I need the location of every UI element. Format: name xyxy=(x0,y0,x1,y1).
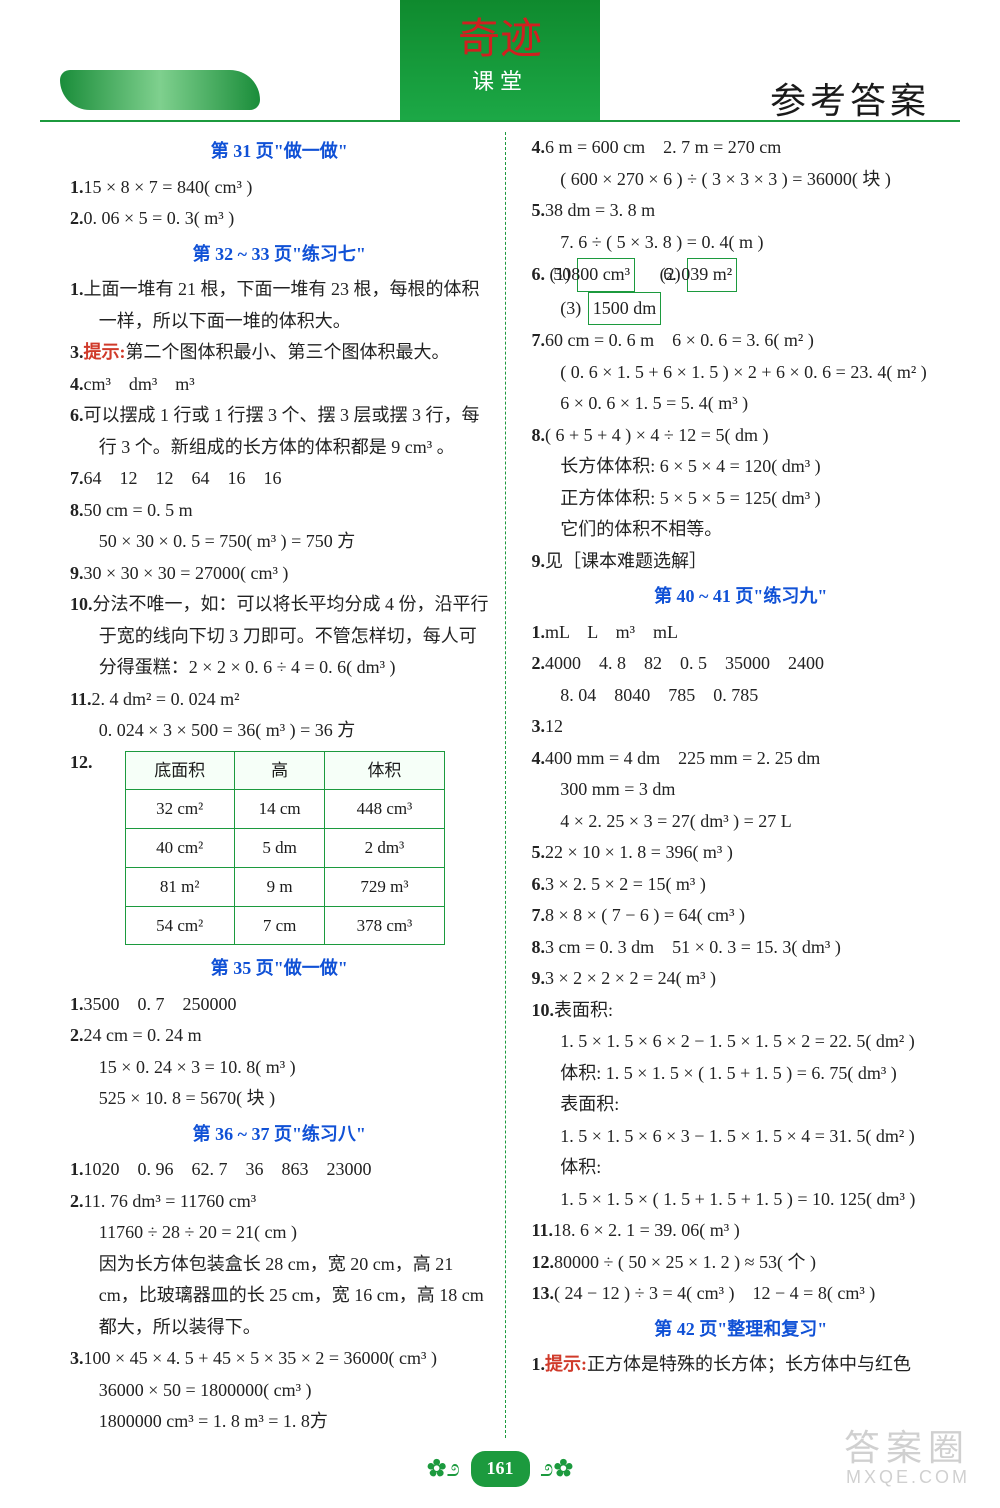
answer-line: 8.50 cm = 0. 5 m xyxy=(70,495,489,527)
answer-line: 表面积: xyxy=(531,1089,950,1121)
page-header: 奇迹 课堂 参考答案 xyxy=(0,0,1000,120)
answer-line: 5.38 dm = 3. 8 m xyxy=(531,195,950,227)
answer-line: 9.30 × 30 × 30 = 27000( cm³ ) xyxy=(70,558,489,590)
boxed-value: 1500 dm xyxy=(588,292,662,326)
answer-line: 1.3500 0. 7 250000 xyxy=(70,989,489,1021)
answer-line: 9.3 × 2 × 2 × 2 = 24( m³ ) xyxy=(531,963,950,995)
answer-line: 7.64 12 12 64 16 16 xyxy=(70,463,489,495)
answer-line: 4.cm³ dm³ m³ xyxy=(70,369,489,401)
answer-line: 7.8 × 8 × ( 7 − 6 ) = 64( cm³ ) xyxy=(531,900,950,932)
answer-line: 11.18. 6 × 2. 1 = 39. 06( m³ ) xyxy=(531,1215,950,1247)
ornament-icon: ✿೨ xyxy=(427,1448,460,1490)
answer-line: 9.见［课本难题选解］ xyxy=(531,546,950,578)
answer-line-boxed: (3) 1500 dm xyxy=(531,292,950,326)
section-title: 第 36 ~ 37 页"练习八" xyxy=(70,1119,489,1151)
watermark-main: 答案圈 xyxy=(844,1427,970,1468)
answer-line: 7.60 cm = 0. 6 m 6 × 0. 6 = 3. 6( m² ) xyxy=(531,325,950,357)
answer-line: 3.100 × 45 × 4. 5 + 45 × 5 × 35 × 2 = 36… xyxy=(70,1343,489,1375)
section-title: 第 31 页"做一做" xyxy=(70,136,489,168)
content-columns: 第 31 页"做一做" 1.15 × 8 × 7 = 840( cm³ ) 2.… xyxy=(0,128,1000,1438)
left-column: 第 31 页"做一做" 1.15 × 8 × 7 = 840( cm³ ) 2.… xyxy=(70,132,499,1438)
answer-line: 4 × 2. 25 × 3 = 27( dm³ ) = 27 L xyxy=(531,806,950,838)
watermark-sub: MXQE.COM xyxy=(844,1468,970,1488)
boxed-value: 6. 039 m² xyxy=(687,258,737,292)
answer-line: 体积: xyxy=(531,1152,950,1184)
answer-line: 13.( 24 − 12 ) ÷ 3 = 4( cm³ ) 12 − 4 = 8… xyxy=(531,1278,950,1310)
answer-line: 3.提示:第二个图体积最小、第三个图体积最大。 xyxy=(70,337,489,369)
answer-line: 11.2. 4 dm² = 0. 024 m² xyxy=(70,684,489,716)
answer-line: 因为长方体包装盒长 28 cm，宽 20 cm，高 21 cm，比玻璃器皿的长 … xyxy=(70,1249,489,1344)
answer-line: 2.4000 4. 8 82 0. 5 35000 2400 xyxy=(531,648,950,680)
answer-line: 8.3 cm = 0. 3 dm 51 × 0. 3 = 15. 3( dm³ … xyxy=(531,932,950,964)
table-row: 54 cm²7 cm378 cm³ xyxy=(125,906,444,945)
table-header-row: 底面积 高 体积 xyxy=(125,751,444,790)
watermark: 答案圈 MXQE.COM xyxy=(844,1428,970,1487)
answer-line: 1.上面一堆有 21 根，下面一堆有 23 根，每根的体积一样，所以下面一堆的体… xyxy=(70,274,489,337)
answer-line: 8.( 6 + 5 + 4 ) × 4 ÷ 12 = 5( dm ) xyxy=(531,420,950,452)
table-row: 32 cm²14 cm448 cm³ xyxy=(125,790,444,829)
answer-line: 12.80000 ÷ ( 50 × 25 × 1. 2 ) ≈ 53( 个 ) xyxy=(531,1247,950,1279)
boxed-value: 50800 cm³ xyxy=(577,258,635,292)
answer-line: 8. 04 8040 785 0. 785 xyxy=(531,680,950,712)
answer-line-boxed: 6. (1) 50800 cm³ (2) 6. 039 m² xyxy=(531,258,950,292)
answer-line: 5.22 × 10 × 1. 8 = 396( m³ ) xyxy=(531,837,950,869)
answer-line: 6.可以摆成 1 行或 1 行摆 3 个、摆 3 层或摆 3 行，每行 3 个。… xyxy=(70,400,489,463)
answer-line: 4.6 m = 600 cm 2. 7 m = 270 cm xyxy=(531,132,950,164)
answer-line: 4.400 mm = 4 dm 225 mm = 2. 25 dm xyxy=(531,743,950,775)
answer-line: 7. 6 ÷ ( 5 × 3. 8 ) = 0. 4( m ) xyxy=(531,227,950,259)
answer-line: 15 × 0. 24 × 3 = 10. 8( m³ ) xyxy=(70,1052,489,1084)
table-header: 高 xyxy=(234,751,325,790)
answer-line: 10.表面积: xyxy=(531,995,950,1027)
answer-line: 1.mL L m³ mL xyxy=(531,617,950,649)
answer-line: 1.1020 0. 96 62. 7 36 863 23000 xyxy=(70,1154,489,1186)
item-number: 12. xyxy=(70,747,93,779)
section-title: 第 32 ~ 33 页"练习七" xyxy=(70,239,489,271)
answer-line: 36000 × 50 = 1800000( cm³ ) xyxy=(70,1375,489,1407)
answer-line: 长方体体积: 6 × 5 × 4 = 120( dm³ ) xyxy=(531,451,950,483)
table-header: 底面积 xyxy=(125,751,234,790)
table-block: 12. 底面积 高 体积 32 cm²14 cm448 cm³ 40 cm²5 … xyxy=(70,747,489,950)
logo-block: 奇迹 课堂 xyxy=(400,0,600,120)
page-number: 161 xyxy=(471,1451,530,1487)
ornament-left xyxy=(60,70,260,110)
page: 奇迹 课堂 参考答案 第 31 页"做一做" 1.15 × 8 × 7 = 84… xyxy=(0,0,1000,1508)
ornament-icon: ೨✿ xyxy=(540,1448,573,1490)
answer-line: 525 × 10. 8 = 5670( 块 ) xyxy=(70,1083,489,1115)
table-header: 体积 xyxy=(325,751,444,790)
right-column: 4.6 m = 600 cm 2. 7 m = 270 cm ( 600 × 2… xyxy=(513,132,950,1438)
answer-line: 1.15 × 8 × 7 = 840( cm³ ) xyxy=(70,172,489,204)
answer-line: 正方体体积: 5 × 5 × 5 = 125( dm³ ) xyxy=(531,483,950,515)
answer-line: 1.提示:正方体是特殊的长方体；长方体中与红色 xyxy=(531,1349,950,1381)
section-title: 第 40 ~ 41 页"练习九" xyxy=(531,581,950,613)
answer-line: ( 0. 6 × 1. 5 + 6 × 1. 5 ) × 2 + 6 × 0. … xyxy=(531,357,950,389)
answer-line: 50 × 30 × 0. 5 = 750( m³ ) = 750 方 xyxy=(70,526,489,558)
answer-line: 1. 5 × 1. 5 × ( 1. 5 + 1. 5 + 1. 5 ) = 1… xyxy=(531,1184,950,1216)
answer-line: 0. 024 × 3 × 500 = 36( m³ ) = 36 方 xyxy=(70,715,489,747)
answer-table: 底面积 高 体积 32 cm²14 cm448 cm³ 40 cm²5 dm2 … xyxy=(125,751,445,946)
answer-line: 300 mm = 3 dm xyxy=(531,774,950,806)
answer-line: 10.分法不唯一，如：可以将长平均分成 4 份，沿平行于宽的线向下切 3 刀即可… xyxy=(70,589,489,684)
answer-line: 1800000 cm³ = 1. 8 m³ = 1. 8方 xyxy=(70,1406,489,1438)
section-title: 第 35 页"做一做" xyxy=(70,953,489,985)
column-divider xyxy=(505,132,508,1438)
answer-line: 11760 ÷ 28 ÷ 20 = 21( cm ) xyxy=(70,1217,489,1249)
header-title: 参考答案 xyxy=(770,70,930,133)
answer-line: 体积: 1. 5 × 1. 5 × ( 1. 5 + 1. 5 ) = 6. 7… xyxy=(531,1058,950,1090)
table-row: 81 m²9 m729 m³ xyxy=(125,867,444,906)
section-title: 第 42 页"整理和复习" xyxy=(531,1314,950,1346)
answer-line: 2.24 cm = 0. 24 m xyxy=(70,1020,489,1052)
table-row: 40 cm²5 dm2 dm³ xyxy=(125,829,444,868)
answer-line: 6.3 × 2. 5 × 2 = 15( m³ ) xyxy=(531,869,950,901)
logo-top: 奇迹 xyxy=(458,19,542,61)
answer-line: 2.0. 06 × 5 = 0. 3( m³ ) xyxy=(70,203,489,235)
answer-line: 6 × 0. 6 × 1. 5 = 5. 4( m³ ) xyxy=(531,388,950,420)
answer-line: 2.11. 76 dm³ = 11760 cm³ xyxy=(70,1186,489,1218)
answer-line: ( 600 × 270 × 6 ) ÷ ( 3 × 3 × 3 ) = 3600… xyxy=(531,164,950,196)
answer-line: 它们的体积不相等。 xyxy=(531,514,950,546)
answer-line: 1. 5 × 1. 5 × 6 × 2 − 1. 5 × 1. 5 × 2 = … xyxy=(531,1026,950,1058)
logo-bottom: 课堂 xyxy=(472,63,528,102)
answer-line: 1. 5 × 1. 5 × 6 × 3 − 1. 5 × 1. 5 × 4 = … xyxy=(531,1121,950,1153)
answer-line: 3.12 xyxy=(531,711,950,743)
